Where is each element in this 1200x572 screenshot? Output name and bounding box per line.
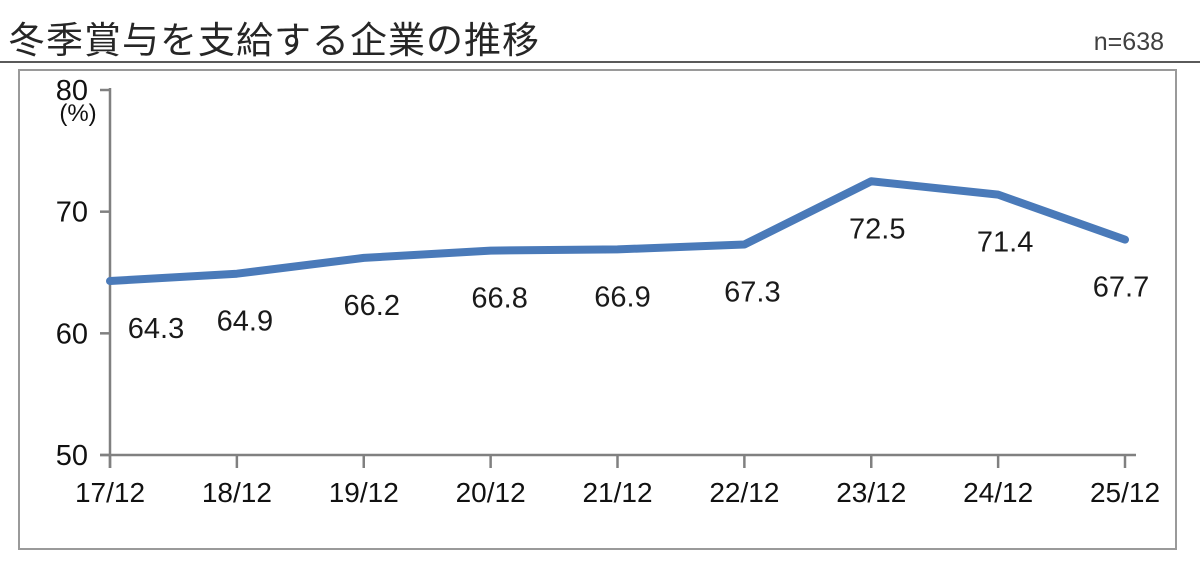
x-tick-label: 17/12	[75, 477, 145, 508]
y-tick-label: 80	[56, 75, 88, 107]
title-divider	[0, 61, 1200, 63]
x-tick-label: 23/12	[836, 477, 906, 508]
x-tick-label: 21/12	[582, 477, 652, 508]
y-tick-label: 60	[56, 318, 88, 350]
x-tick-label: 25/12	[1090, 477, 1160, 508]
data-line-series	[106, 177, 1129, 286]
y-tick-label: 70	[56, 197, 88, 229]
data-point-label: 67.7	[1093, 272, 1149, 304]
x-tick-label: 19/12	[329, 477, 399, 508]
x-tick-label: 20/12	[456, 477, 526, 508]
x-tick-label: 22/12	[709, 477, 779, 508]
y-axis-unit-label: (%)	[59, 100, 96, 127]
data-point-label: 64.9	[217, 306, 273, 338]
data-point-label: 66.8	[471, 283, 527, 315]
data-point-label: 64.3	[128, 313, 184, 345]
data-point-label: 67.3	[724, 277, 780, 309]
chart-title: 冬季賞与を支給する企業の推移	[8, 20, 540, 61]
y-tick-label: 50	[56, 440, 88, 472]
data-point-label: 71.4	[977, 227, 1033, 259]
data-point-label: 72.5	[849, 213, 905, 245]
sample-size-label: n=638	[1093, 28, 1164, 56]
chart-border-box	[18, 69, 1177, 550]
x-tick-label: 24/12	[963, 477, 1033, 508]
data-point-label: 66.2	[344, 290, 400, 322]
data-point-label: 66.9	[594, 281, 650, 313]
x-tick-label: 18/12	[202, 477, 272, 508]
